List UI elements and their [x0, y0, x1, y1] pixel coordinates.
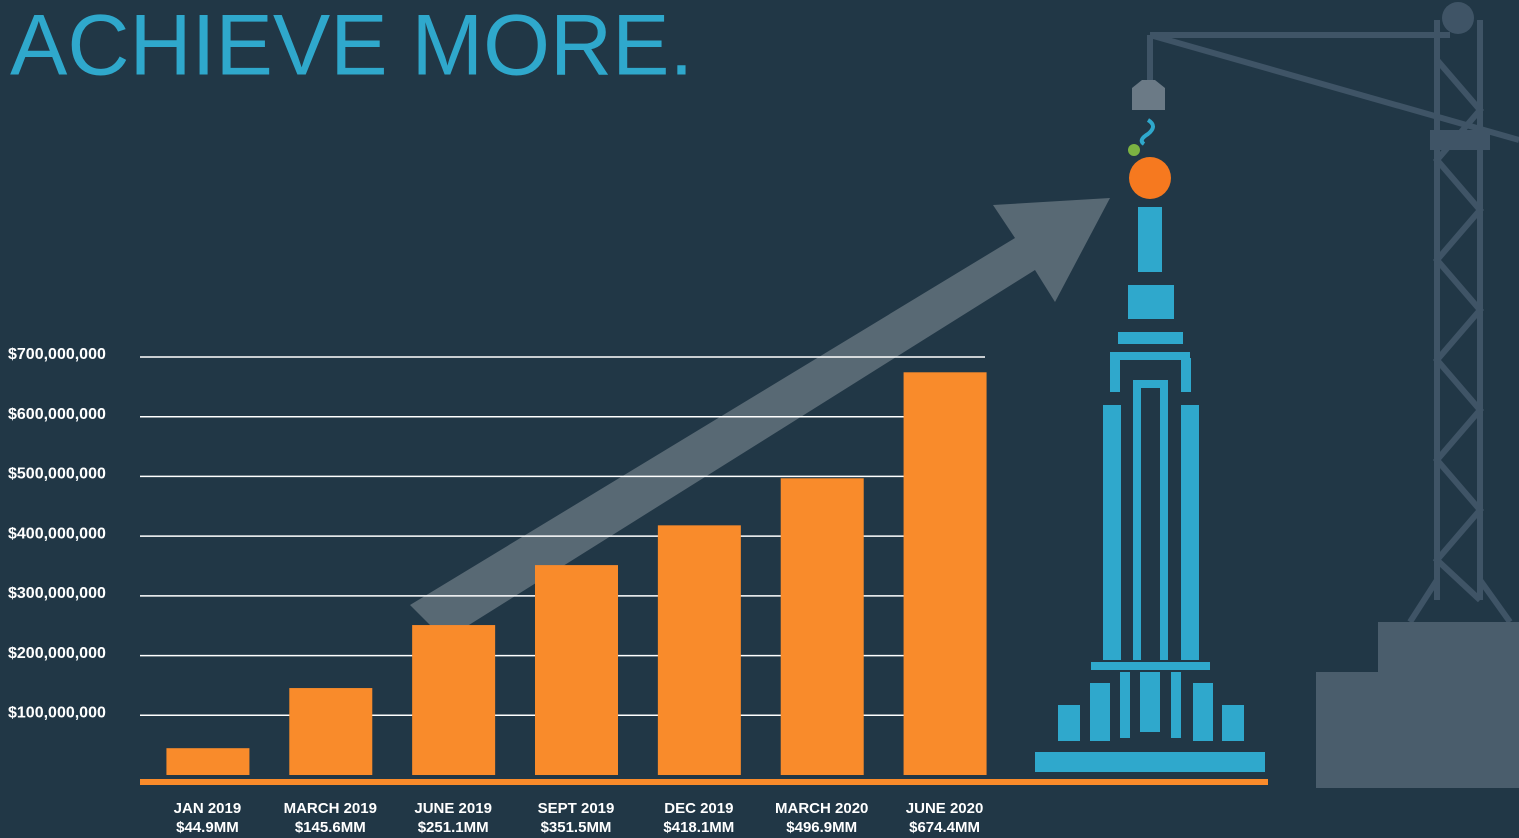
y-tick-label: $700,000,000 [8, 346, 106, 363]
hook-block [1132, 80, 1165, 110]
crane-top [1442, 2, 1474, 34]
y-tick-label: $500,000,000 [8, 466, 106, 483]
x-tick-label: JUNE 2020 [906, 800, 984, 817]
y-tick-label: $600,000,000 [8, 406, 106, 423]
bar [535, 565, 618, 775]
x-tick-label: JUNE 2019 [414, 800, 492, 817]
x-tick-label: MARCH 2020 [775, 800, 868, 817]
counterweight-top [1378, 622, 1519, 672]
x-tick-label: SEPT 2019 [538, 800, 615, 817]
bar [904, 372, 987, 775]
bar [658, 525, 741, 775]
value-label: $44.9MM [176, 819, 239, 836]
x-tick-label: MARCH 2019 [284, 800, 377, 817]
chart-title: ACHIEVE MORE. [10, 0, 693, 94]
value-label: $496.9MM [786, 819, 857, 836]
y-tick-label: $300,000,000 [8, 585, 106, 602]
bar [166, 748, 249, 775]
logo [1129, 157, 1171, 199]
y-tick-label: $200,000,000 [8, 645, 106, 662]
value-label: $145.6MM [295, 819, 366, 836]
bar [781, 478, 864, 775]
value-label: $674.4MM [909, 819, 980, 836]
value-label: $418.1MM [663, 819, 734, 836]
bar [289, 688, 372, 775]
baseline [140, 779, 1268, 785]
counterweight [1316, 672, 1519, 788]
y-tick-label: $100,000,000 [8, 705, 106, 722]
y-tick-label: $400,000,000 [8, 525, 106, 542]
page: {"chart_data": {"type": "bar", "title": … [0, 0, 1519, 838]
value-label: $351.5MM [541, 819, 612, 836]
chart: ACHIEVE MORE. $100,000,000 $200,000,000 $3… [0, 0, 1519, 838]
value-label: $251.1MM [418, 819, 489, 836]
logo-leaf [1128, 144, 1140, 156]
bar [412, 625, 495, 775]
crane-cab [1430, 130, 1490, 150]
x-tick-label: JAN 2019 [174, 800, 242, 817]
x-tick-label: DEC 2019 [664, 800, 733, 817]
